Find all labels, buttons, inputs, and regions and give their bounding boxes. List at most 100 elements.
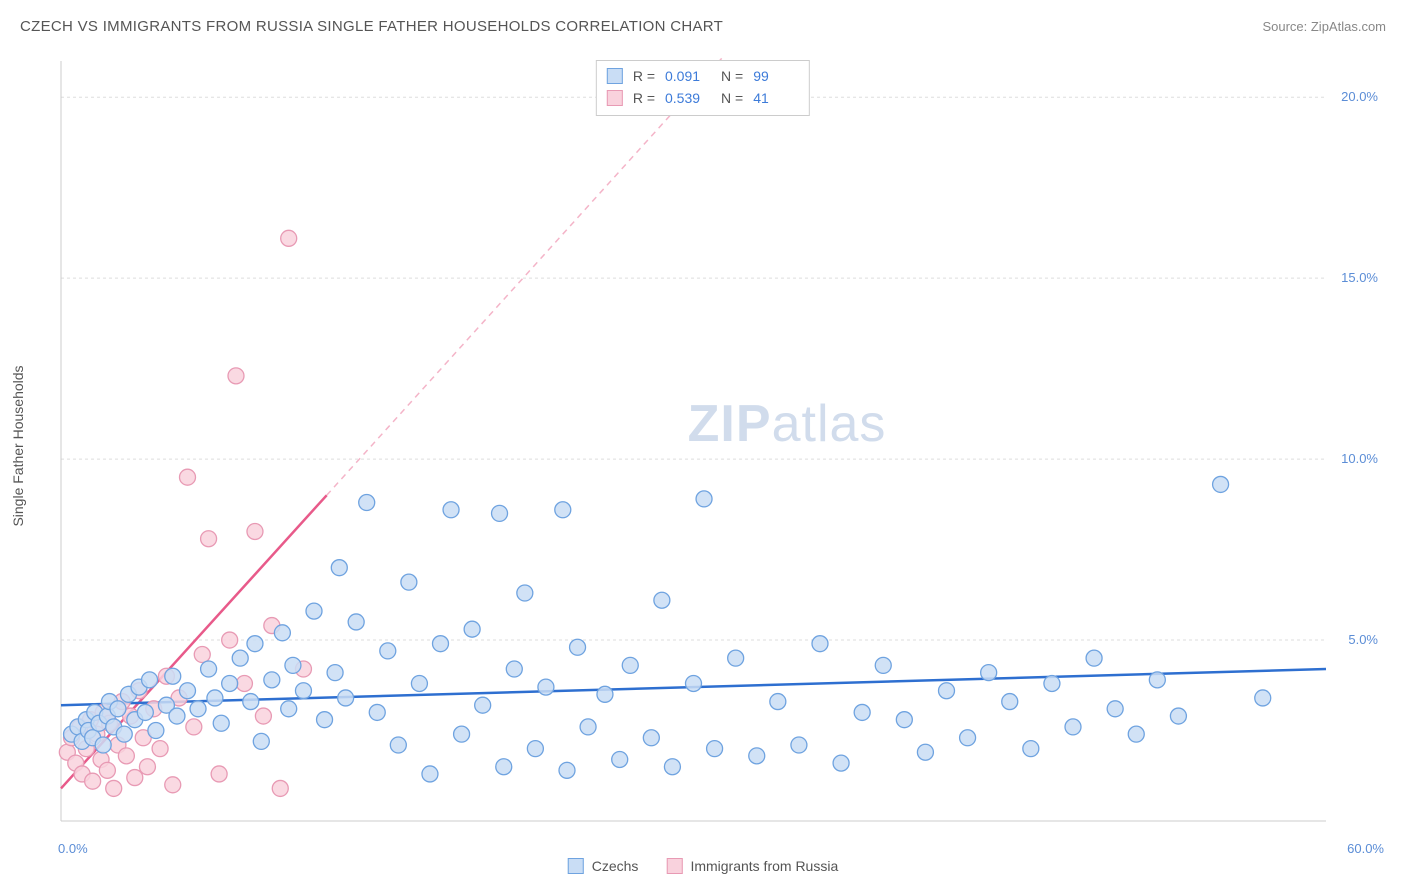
scatter-point-blue bbox=[580, 719, 596, 735]
scatter-point-pink bbox=[281, 230, 297, 246]
scatter-point-pink bbox=[194, 647, 210, 663]
scatter-point-blue bbox=[213, 715, 229, 731]
source-attribution: Source: ZipAtlas.com bbox=[1262, 19, 1386, 34]
scatter-point-blue bbox=[116, 726, 132, 742]
scatter-point-blue bbox=[327, 665, 343, 681]
scatter-point-blue bbox=[390, 737, 406, 753]
scatter-point-blue bbox=[464, 621, 480, 637]
scatter-point-blue bbox=[791, 737, 807, 753]
scatter-point-blue bbox=[1255, 690, 1271, 706]
scatter-point-blue bbox=[443, 502, 459, 518]
scatter-point-blue bbox=[1170, 708, 1186, 724]
r-value-blue: 0.091 bbox=[665, 65, 711, 87]
scatter-point-blue bbox=[833, 755, 849, 771]
scatter-point-blue bbox=[180, 683, 196, 699]
scatter-point-blue bbox=[1107, 701, 1123, 717]
r-label: R = bbox=[633, 87, 655, 109]
scatter-point-blue bbox=[317, 712, 333, 728]
n-value-pink: 41 bbox=[753, 87, 799, 109]
scatter-point-pink bbox=[247, 523, 263, 539]
scatter-point-blue bbox=[960, 730, 976, 746]
scatter-point-blue bbox=[274, 625, 290, 641]
y-tick-label: 10.0% bbox=[1341, 451, 1378, 466]
scatter-point-blue bbox=[749, 748, 765, 764]
scatter-point-blue bbox=[527, 741, 543, 757]
scatter-point-pink bbox=[186, 719, 202, 735]
scatter-point-blue bbox=[222, 675, 238, 691]
scatter-point-pink bbox=[99, 762, 115, 778]
legend-label: Czechs bbox=[592, 858, 639, 874]
scatter-point-blue bbox=[401, 574, 417, 590]
scatter-point-blue bbox=[281, 701, 297, 717]
scatter-point-blue bbox=[654, 592, 670, 608]
r-label: R = bbox=[633, 65, 655, 87]
scatter-point-pink bbox=[255, 708, 271, 724]
scatter-point-pink bbox=[85, 773, 101, 789]
scatter-point-blue bbox=[285, 657, 301, 673]
scatter-point-blue bbox=[896, 712, 912, 728]
scatter-point-blue bbox=[253, 733, 269, 749]
y-axis-label: Single Father Households bbox=[10, 365, 26, 526]
scatter-point-blue bbox=[264, 672, 280, 688]
scatter-point-blue bbox=[875, 657, 891, 673]
scatter-point-blue bbox=[492, 505, 508, 521]
bottom-legend: Czechs Immigrants from Russia bbox=[568, 858, 839, 874]
scatter-point-blue bbox=[854, 704, 870, 720]
trend-line-pink-dashed bbox=[327, 55, 736, 495]
scatter-point-pink bbox=[222, 632, 238, 648]
swatch-blue-icon bbox=[607, 68, 623, 84]
scatter-point-blue bbox=[538, 679, 554, 695]
scatter-point-blue bbox=[338, 690, 354, 706]
scatter-point-blue bbox=[369, 704, 385, 720]
swatch-blue-icon bbox=[568, 858, 584, 874]
watermark: ZIPatlas bbox=[688, 395, 887, 453]
scatter-point-blue bbox=[142, 672, 158, 688]
scatter-point-blue bbox=[496, 759, 512, 775]
scatter-point-blue bbox=[137, 704, 153, 720]
scatter-point-blue bbox=[201, 661, 217, 677]
scatter-point-blue bbox=[597, 686, 613, 702]
scatter-point-blue bbox=[1128, 726, 1144, 742]
scatter-point-blue bbox=[728, 650, 744, 666]
scatter-point-blue bbox=[247, 636, 263, 652]
legend-item-czechs: Czechs bbox=[568, 858, 639, 874]
scatter-point-blue bbox=[359, 495, 375, 511]
scatter-point-pink bbox=[127, 770, 143, 786]
n-label: N = bbox=[721, 65, 743, 87]
scatter-point-pink bbox=[106, 780, 122, 796]
y-tick-label: 20.0% bbox=[1341, 89, 1378, 104]
scatter-point-blue bbox=[939, 683, 955, 699]
scatter-point-blue bbox=[707, 741, 723, 757]
n-value-blue: 99 bbox=[753, 65, 799, 87]
scatter-point-blue bbox=[411, 675, 427, 691]
scatter-point-blue bbox=[517, 585, 533, 601]
scatter-point-pink bbox=[180, 469, 196, 485]
plot-area: 5.0%10.0%15.0%20.0%ZIPatlas bbox=[55, 55, 1386, 827]
swatch-pink-icon bbox=[666, 858, 682, 874]
scatter-point-blue bbox=[169, 708, 185, 724]
scatter-chart: 5.0%10.0%15.0%20.0%ZIPatlas bbox=[55, 55, 1386, 827]
chart-title: CZECH VS IMMIGRANTS FROM RUSSIA SINGLE F… bbox=[20, 18, 723, 35]
scatter-point-blue bbox=[1044, 675, 1060, 691]
scatter-point-pink bbox=[236, 675, 252, 691]
scatter-point-pink bbox=[118, 748, 134, 764]
scatter-point-blue bbox=[475, 697, 491, 713]
scatter-point-blue bbox=[306, 603, 322, 619]
scatter-point-blue bbox=[110, 701, 126, 717]
scatter-point-blue bbox=[1086, 650, 1102, 666]
scatter-point-pink bbox=[228, 368, 244, 384]
scatter-point-blue bbox=[917, 744, 933, 760]
scatter-point-pink bbox=[272, 780, 288, 796]
scatter-point-blue bbox=[770, 694, 786, 710]
scatter-point-blue bbox=[559, 762, 575, 778]
scatter-point-pink bbox=[152, 741, 168, 757]
scatter-point-blue bbox=[331, 560, 347, 576]
swatch-pink-icon bbox=[607, 90, 623, 106]
scatter-point-pink bbox=[201, 531, 217, 547]
scatter-point-blue bbox=[148, 723, 164, 739]
scatter-point-blue bbox=[506, 661, 522, 677]
scatter-point-blue bbox=[380, 643, 396, 659]
y-tick-label: 5.0% bbox=[1348, 632, 1378, 647]
scatter-point-blue bbox=[555, 502, 571, 518]
stats-row-blue: R = 0.091 N = 99 bbox=[607, 65, 799, 87]
